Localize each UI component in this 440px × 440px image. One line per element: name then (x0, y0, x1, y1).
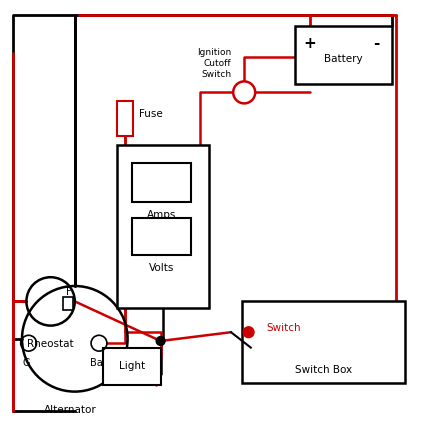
Bar (117, 101, 133, 136)
Circle shape (156, 337, 165, 345)
Bar (63, 297, 73, 310)
Text: +: + (304, 36, 316, 51)
Text: Rheostat: Rheostat (27, 339, 74, 349)
Text: Switch Box: Switch Box (295, 365, 352, 375)
Text: Ignition
Cutoff
Switch: Ignition Cutoff Switch (197, 48, 231, 79)
Circle shape (243, 327, 254, 337)
Text: Fuse: Fuse (139, 110, 162, 119)
Bar (132, 218, 191, 255)
Text: Amps: Amps (147, 210, 176, 220)
Text: Switch: Switch (266, 323, 301, 333)
Text: Batt: Batt (90, 358, 110, 368)
Text: Light: Light (119, 361, 145, 371)
Bar (295, 26, 392, 84)
Text: Volts: Volts (149, 263, 174, 273)
Bar (132, 163, 191, 202)
Text: Battery: Battery (324, 55, 363, 64)
Bar (103, 348, 161, 385)
Bar (242, 301, 405, 383)
Text: Alternator: Alternator (44, 405, 97, 415)
Text: -: - (373, 36, 379, 51)
Bar (117, 145, 209, 308)
Text: G: G (22, 358, 30, 368)
Text: F: F (66, 287, 72, 297)
Circle shape (233, 81, 255, 103)
